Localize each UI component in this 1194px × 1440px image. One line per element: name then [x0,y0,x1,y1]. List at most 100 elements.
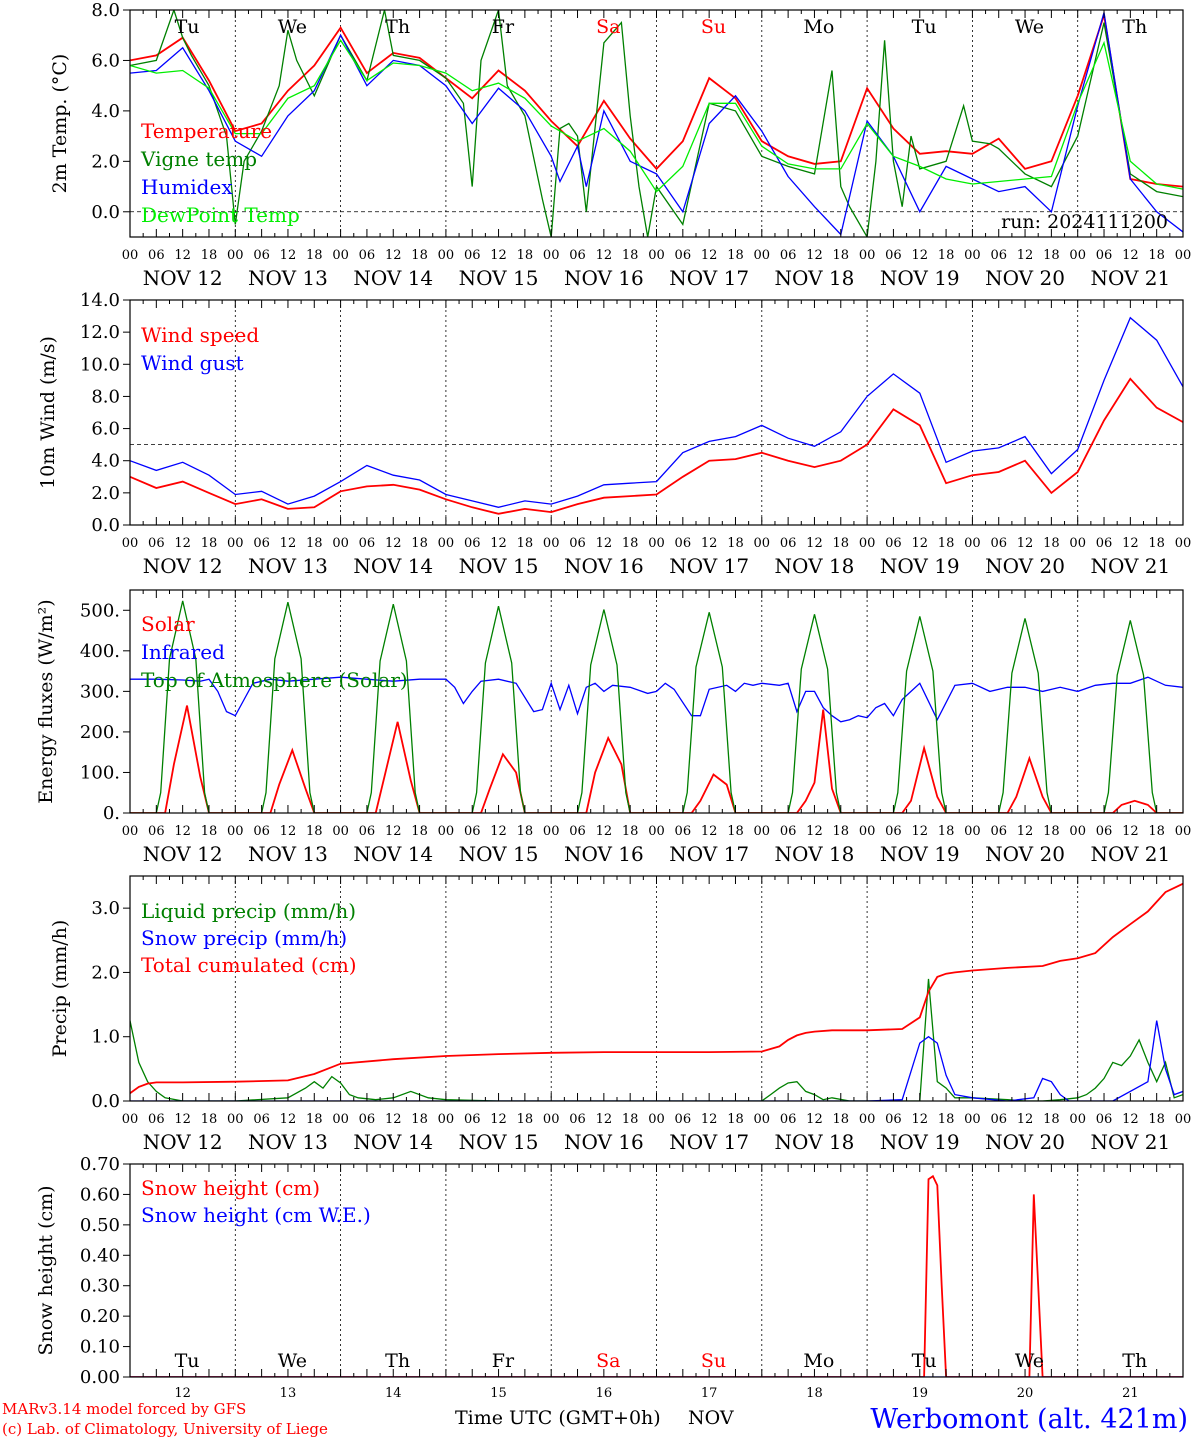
weekday-label: Th [385,16,410,38]
date-label: NOV 19 [880,554,960,578]
y-tick-label: 14.0 [80,290,120,311]
hour-tick-label: 18 [201,824,218,839]
date-label: NOV 17 [669,842,749,866]
hour-tick-label: 00 [1175,536,1192,551]
hour-tick-label: 06 [253,248,270,263]
date-label: NOV 14 [353,266,433,290]
hour-tick-label: 00 [1069,1112,1086,1127]
hour-tick-label: 06 [780,1112,797,1127]
hour-tick-label: 00 [648,536,665,551]
hour-tick-label: 18 [938,1112,955,1127]
hour-tick-label: 12 [1017,536,1034,551]
legend-entry: Top of Atmosphere (Solar) [141,668,408,692]
y-tick-label: 0.60 [80,1184,120,1205]
hour-tick-label: 12 [385,1112,402,1127]
hour-tick-label: 06 [148,536,165,551]
hour-tick-label: 12 [701,536,718,551]
hour-tick-label: 06 [780,536,797,551]
hour-tick-label: 12 [280,824,297,839]
hour-tick-label: 06 [464,824,481,839]
hour-tick-label: 12 [174,1112,191,1127]
y-tick-label: 0. [103,803,120,824]
hour-tick-label: 06 [675,1112,692,1127]
series-line-temperature [130,14,1183,188]
date-label: NOV 19 [880,1130,960,1154]
hour-tick-label: 00 [964,248,981,263]
hour-tick-label: 06 [990,1112,1007,1127]
day-number-label: 21 [1122,1386,1139,1401]
hour-tick-label: 12 [174,248,191,263]
series-line-snow-precip-mm-h [130,1020,1183,1101]
hour-tick-label: 12 [596,536,613,551]
hour-tick-label: 18 [833,824,850,839]
y-tick-label: 0.0 [91,1091,120,1112]
date-label: NOV 21 [1090,266,1170,290]
hour-tick-label: 06 [1096,248,1113,263]
y-tick-label: 200. [80,722,120,743]
hour-tick-label: 00 [964,824,981,839]
y-tick-label: 300. [80,681,120,702]
y-tick-label: 0.0 [91,202,120,223]
hour-tick-label: 06 [675,536,692,551]
hour-tick-label: 06 [359,1112,376,1127]
hour-tick-label: 00 [227,248,244,263]
hour-tick-label: 00 [227,1112,244,1127]
weekday-label: Tu [912,1350,937,1372]
hour-tick-label: 18 [622,1112,639,1127]
hour-tick-label: 06 [885,248,902,263]
y-tick-label: 6.0 [91,50,120,71]
weekday-label: Sa [596,1350,620,1372]
hour-tick-label: 06 [464,1112,481,1127]
y-tick-label: 12.0 [80,322,120,343]
date-label: NOV 21 [1090,1130,1170,1154]
hour-tick-label: 12 [490,536,507,551]
hour-tick-label: 18 [727,824,744,839]
hour-tick-label: 00 [543,248,560,263]
hour-tick-label: 06 [990,824,1007,839]
hour-tick-label: 06 [359,536,376,551]
day-number-label: 18 [806,1386,823,1401]
date-label: NOV 18 [775,1130,855,1154]
day-number-label: 15 [490,1386,507,1401]
date-label: NOV 18 [775,266,855,290]
hour-tick-label: 18 [411,536,428,551]
date-label: NOV 21 [1090,554,1170,578]
hour-tick-label: 06 [1096,1112,1113,1127]
run-label: run: 2024111200 [1001,211,1168,233]
hour-tick-label: 12 [490,248,507,263]
date-label: NOV 13 [248,1130,328,1154]
hour-tick-label: 18 [622,248,639,263]
date-label: NOV 15 [459,842,539,866]
hour-tick-label: 12 [806,248,823,263]
hour-tick-label: 18 [727,1112,744,1127]
hour-tick-label: 00 [438,1112,455,1127]
series-line-snow-height-cm [130,1174,1183,1377]
weekday-label: Th [385,1350,410,1372]
hour-tick-label: 00 [543,824,560,839]
hour-tick-label: 06 [148,1112,165,1127]
y-tick-label: 6.0 [91,419,120,440]
date-label: NOV 20 [985,842,1065,866]
hour-tick-label: 12 [174,536,191,551]
series-line-liquid-precip-mm-h [130,978,1183,1101]
day-number-label: 20 [1017,1386,1034,1401]
hour-tick-label: 00 [648,824,665,839]
hour-tick-label: 00 [1175,824,1192,839]
hour-tick-label: 18 [411,824,428,839]
hour-tick-label: 18 [1043,824,1060,839]
hour-tick-label: 00 [438,824,455,839]
hour-tick-label: 18 [833,1112,850,1127]
panel-temp: 0.0 2.0 4.0 6.0 8.0 2m Temp. (°C) 00 06 12 18 NOV … [49,0,1191,290]
y-axis-title: 10m Wind (m/s) [37,336,59,489]
hour-tick-label: 18 [306,248,323,263]
y-tick-label: 500. [80,600,120,621]
legend-entry: Solar [141,612,195,636]
date-label: NOV 19 [880,842,960,866]
hour-tick-label: 18 [201,536,218,551]
hour-tick-label: 00 [859,1112,876,1127]
day-number-label: 17 [701,1386,718,1401]
hour-tick-label: 12 [596,824,613,839]
date-label: NOV 21 [1090,842,1170,866]
date-label: NOV 17 [669,1130,749,1154]
date-label: NOV 16 [564,842,644,866]
